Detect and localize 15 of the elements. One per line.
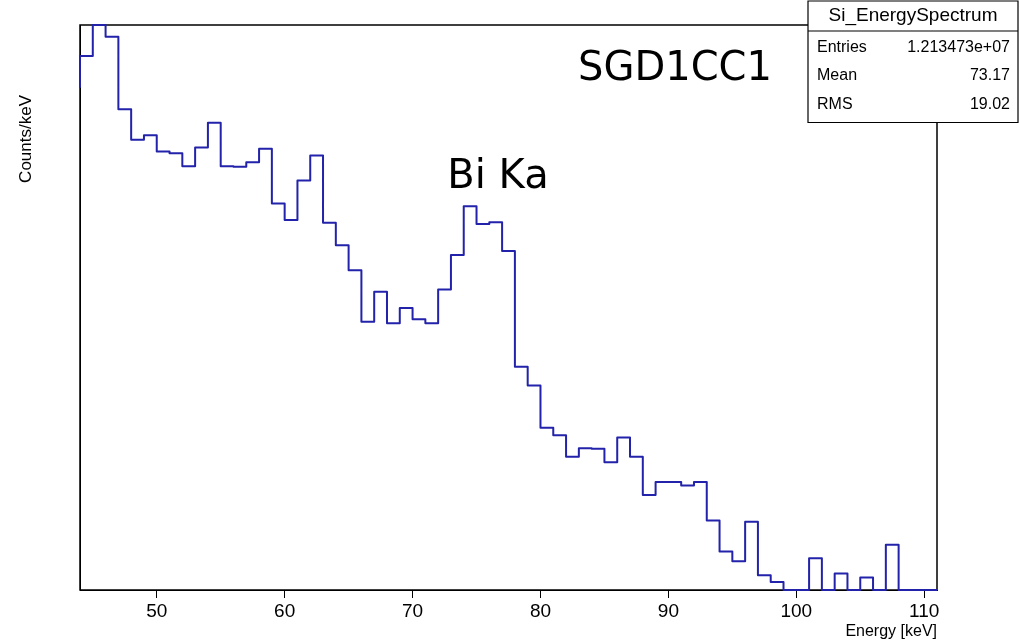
text: RMS 19.02 xyxy=(817,94,1010,112)
x-tick-label: 90 xyxy=(657,599,679,621)
x-tick-label: 60 xyxy=(274,599,296,621)
x-tick-label: 100 xyxy=(780,599,813,621)
text: Mean 73.17 xyxy=(817,66,1010,84)
x-tick-label: 110 xyxy=(909,599,940,621)
x-tick-label: 50 xyxy=(146,599,168,621)
x-axis-title: Energy [keV] xyxy=(845,622,937,640)
chart-title: Si_EnergySpectrum xyxy=(828,4,998,27)
annotation: Bi Ka xyxy=(447,151,549,198)
text: Entries 1.213473e+07 xyxy=(817,37,1010,55)
annotation: SGD1CC1 xyxy=(578,43,772,90)
y-axis-title: Counts/keV xyxy=(15,94,35,183)
x-tick-label: 80 xyxy=(529,599,552,621)
x-tick-label: 70 xyxy=(402,599,424,621)
